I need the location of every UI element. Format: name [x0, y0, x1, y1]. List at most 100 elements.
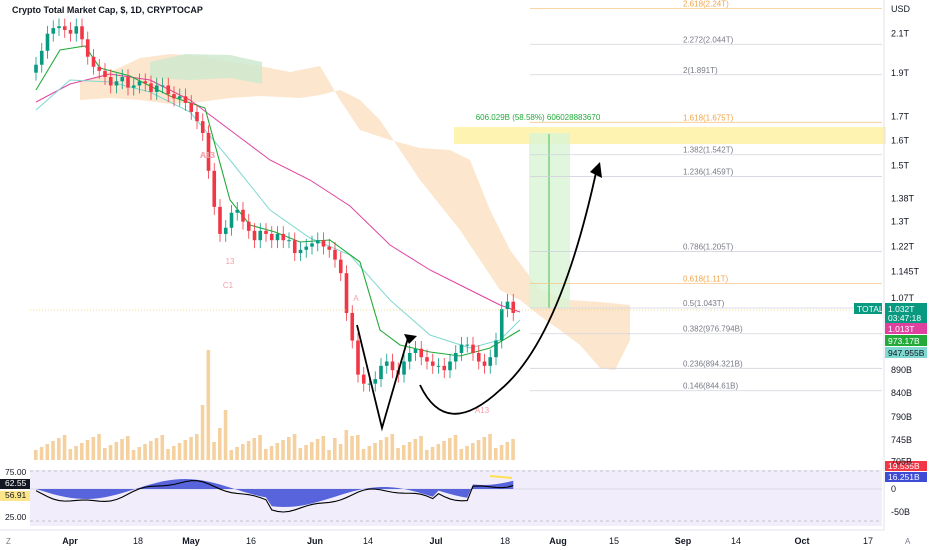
volume-bar	[114, 442, 119, 460]
osc-y-tick: 0	[891, 484, 896, 494]
td-marker: A13	[200, 151, 215, 160]
volume-bar	[229, 450, 234, 460]
volume-bar	[85, 440, 90, 460]
x-tick-label: 15	[609, 536, 619, 546]
price-tag-box	[885, 303, 927, 314]
osc-left-tag	[0, 491, 30, 501]
fib-label: 1.382(1.542T)	[683, 146, 734, 155]
candle-body	[315, 240, 320, 244]
auto-scale-icon[interactable]: A	[905, 537, 911, 546]
y-axis-unit: USD	[891, 4, 911, 14]
candle-body	[292, 240, 297, 254]
volume-bar	[442, 441, 446, 460]
price-tag-box	[885, 323, 927, 334]
ichimoku-cloud-green	[150, 54, 262, 84]
volume-bar	[373, 443, 377, 460]
y-tick-label: 1.7T	[891, 112, 910, 122]
x-tick-label: Aug	[549, 536, 567, 546]
candle-body	[327, 246, 332, 250]
x-tick-label: Apr	[62, 536, 78, 546]
candle-body	[166, 85, 171, 95]
candle-body	[212, 170, 217, 207]
candle-body	[338, 259, 343, 274]
volume-bar	[350, 436, 354, 460]
x-tick-label: 18	[133, 536, 143, 546]
volume-bar	[62, 435, 67, 460]
candle-body	[235, 209, 240, 213]
candle-body	[321, 240, 326, 247]
candle-body	[200, 121, 205, 133]
candle-body	[511, 301, 516, 313]
candle-body	[223, 227, 228, 234]
candle-body	[471, 344, 475, 353]
volume-bar	[149, 441, 153, 460]
volume-bar	[315, 439, 320, 460]
y-tick-label: 790B	[891, 412, 912, 422]
zoom-icon[interactable]: Z	[6, 537, 11, 546]
candle-body	[298, 249, 303, 254]
candle-body	[80, 26, 84, 40]
candle-body	[57, 26, 61, 29]
volume-bar	[505, 442, 510, 460]
fib-label: 2.618(2.24T)	[683, 0, 729, 8]
td-marker: 13	[226, 257, 235, 266]
td-marker: A13	[475, 406, 490, 415]
volume-bar	[252, 438, 257, 460]
volume-bar	[430, 447, 435, 460]
candle-body	[74, 26, 79, 34]
y-tick-label: 1.3T	[891, 217, 910, 227]
candle-body	[465, 344, 470, 346]
candle-body	[310, 243, 314, 247]
candle-body	[258, 230, 263, 241]
volume-bar	[80, 443, 84, 460]
candle-body	[177, 96, 182, 99]
candle-body	[264, 230, 268, 234]
volume-bar	[74, 446, 78, 460]
series-label: TOTAL	[857, 304, 884, 314]
volume-bar	[258, 435, 262, 460]
y-tick-label: 840B	[891, 388, 912, 398]
candle-body	[281, 233, 286, 241]
volume-bar	[494, 448, 498, 460]
candle-body	[172, 94, 176, 99]
candle-body	[114, 81, 119, 86]
fib-label: 2(1.891T)	[683, 66, 718, 75]
fib-label: 0.146(844.61B)	[683, 382, 738, 391]
candle-body	[229, 212, 234, 228]
volume-bar	[298, 448, 303, 460]
volume-bar	[39, 447, 44, 460]
osc-signal-line	[35, 480, 514, 513]
volume-bar	[241, 444, 245, 460]
series-label-box	[854, 303, 882, 314]
volume-bar	[160, 435, 165, 460]
x-tick-label: Oct	[794, 536, 809, 546]
volume-bar	[269, 446, 274, 460]
candle-body	[137, 81, 142, 86]
candle-body	[108, 77, 113, 86]
candle-body	[68, 29, 73, 34]
volume-bar	[195, 434, 199, 460]
volume-bar	[189, 437, 193, 460]
candle-body	[149, 83, 153, 92]
price-tag: 973.17B	[885, 335, 927, 346]
candle-body	[448, 361, 452, 371]
y-tick-label: 890B	[891, 365, 912, 375]
candle-body	[275, 233, 280, 241]
x-tick-label: Jun	[307, 536, 323, 546]
volume-bar	[419, 436, 423, 460]
candle-body	[304, 246, 309, 250]
volume-bar	[333, 438, 337, 460]
candle-body	[430, 361, 435, 366]
y-tick-label: 1.6T	[891, 135, 910, 145]
candle-body	[407, 352, 412, 362]
volume-bar	[413, 439, 418, 460]
target-zone	[454, 127, 886, 144]
candle-body	[436, 365, 441, 367]
fib-label: 0.5(1.043T)	[683, 299, 725, 308]
volume-bar	[103, 448, 107, 460]
candle-body	[45, 33, 50, 51]
osc-y-tick: -50B	[891, 507, 910, 517]
price-tag-value: 1.032T	[888, 304, 914, 314]
volume-bar	[310, 442, 314, 460]
